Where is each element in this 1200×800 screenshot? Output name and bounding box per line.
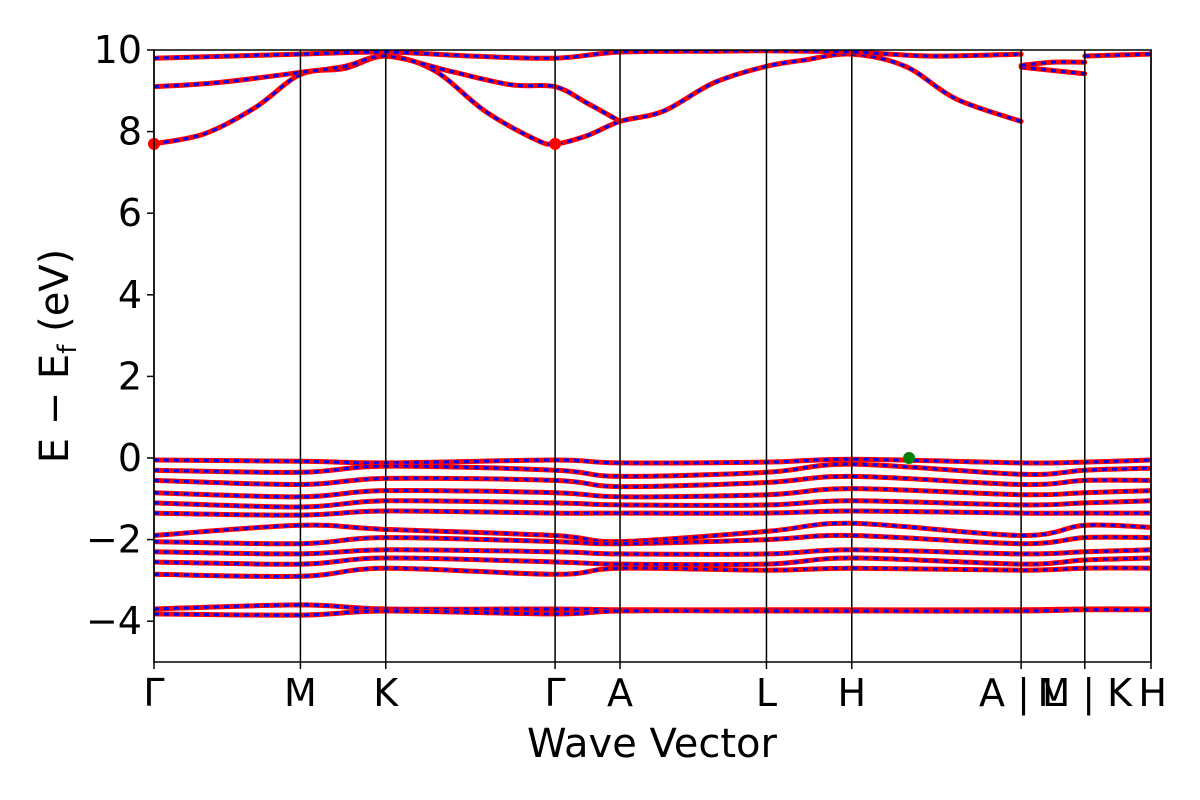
bands-layer xyxy=(154,50,1151,618)
y-tick-label: 4 xyxy=(118,273,142,317)
y-axis-title-unit: (eV) xyxy=(32,249,78,345)
x-tick-label: A xyxy=(607,671,633,715)
y-axis-title-main: E − E xyxy=(32,354,78,464)
y-tick-label: 2 xyxy=(118,354,142,398)
band-line-spin-up xyxy=(154,53,623,124)
y-tick-label: −2 xyxy=(86,518,142,562)
band-line-spin-up xyxy=(154,565,1151,580)
band-line-spin-down xyxy=(154,457,1151,465)
x-tick-label: A | L xyxy=(979,671,1063,716)
band-line-spin-down xyxy=(154,566,1151,579)
band-line-spin-down xyxy=(154,487,1151,499)
x-tick-label: Γ xyxy=(545,671,566,715)
band-line-spin-up xyxy=(154,508,1151,518)
y-axis-title-subscript: f xyxy=(53,344,83,354)
extremum-markers xyxy=(148,137,916,464)
band-line-spin-up xyxy=(154,486,1151,500)
x-tick-label: M xyxy=(284,671,317,715)
x-tick-label: L xyxy=(756,671,777,715)
y-tick-label: 0 xyxy=(118,436,142,480)
band-line-spin-up xyxy=(154,498,1151,510)
plot-frame xyxy=(153,49,1152,663)
band-line-spin-down xyxy=(154,556,1151,567)
y-axis-title: E − Ef (eV) xyxy=(32,249,83,464)
band-line-spin-down xyxy=(154,533,1151,546)
y-tick-label: 8 xyxy=(118,110,142,154)
marker-vbm xyxy=(903,452,916,464)
band-line-spin-down xyxy=(154,608,1151,617)
band-line-spin-down xyxy=(154,548,1151,556)
x-axis-title: Wave Vector xyxy=(527,721,778,767)
x-tick-label: M | K xyxy=(1037,671,1133,716)
band-line-spin-up xyxy=(154,456,1151,466)
band-line-spin-up xyxy=(154,555,1151,568)
band-line-spin-down xyxy=(154,521,1151,544)
band-line-spin-down xyxy=(1020,60,1085,67)
y-tick-label: 6 xyxy=(118,191,142,235)
marker-cbm xyxy=(549,137,562,150)
y-axis-ticks: −4 −2 0 2 4 6 8 10 xyxy=(86,28,154,643)
band-line-spin-down xyxy=(154,499,1151,509)
band-line-spin-down xyxy=(154,474,1151,489)
band-line-spin-up xyxy=(154,520,1151,545)
y-tick-label: 10 xyxy=(94,28,142,72)
y-tick-label: −4 xyxy=(86,599,142,643)
band-line-spin-up xyxy=(1082,51,1151,59)
x-tick-label: Γ xyxy=(143,671,164,715)
band-line-spin-up xyxy=(154,607,1151,618)
band-line-spin-up xyxy=(154,547,1151,557)
band-line-spin-down xyxy=(1020,65,1085,76)
band-line-spin-down xyxy=(154,54,621,123)
band-line-spin-down xyxy=(154,52,1022,146)
x-tick-label: H xyxy=(837,671,866,715)
x-tick-label: H xyxy=(1138,671,1167,715)
x-tick-label: K xyxy=(373,671,399,715)
band-line-spin-down xyxy=(154,509,1151,517)
band-line-spin-up xyxy=(154,461,1151,479)
band-line-spin-down xyxy=(154,462,1151,478)
band-line-spin-up xyxy=(154,51,1024,147)
